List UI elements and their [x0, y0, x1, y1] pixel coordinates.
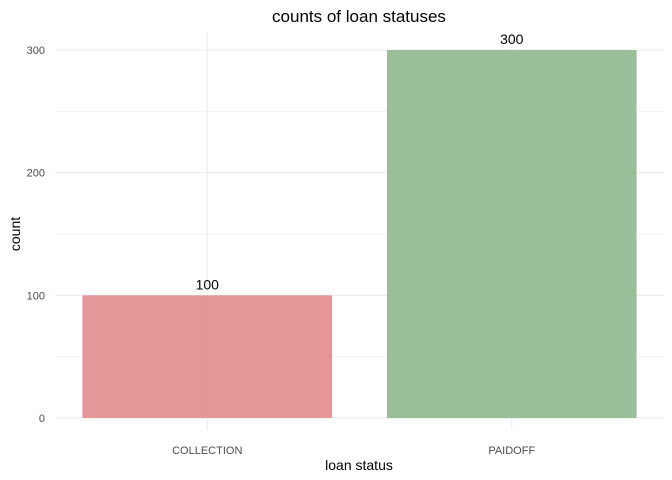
y-tick-label: 0	[39, 413, 45, 425]
x-tick-label: COLLECTION	[172, 445, 242, 457]
y-axis-title: count	[7, 217, 23, 251]
x-tick-label: PAIDOFF	[488, 445, 535, 457]
bar-paidoff	[387, 50, 637, 418]
bar-value-label: 300	[500, 31, 524, 47]
x-axis-ticks: COLLECTION PAIDOFF	[172, 445, 535, 457]
chart-title: counts of loan statuses	[272, 7, 446, 26]
y-tick-label: 200	[27, 168, 45, 180]
y-tick-label: 300	[27, 45, 45, 57]
y-tick-label: 100	[27, 290, 45, 302]
y-axis-ticks: 0 100 200 300	[27, 45, 45, 425]
bar-collection	[82, 295, 332, 418]
bar-value-label: 100	[196, 276, 220, 292]
x-axis-title: loan status	[325, 457, 393, 473]
